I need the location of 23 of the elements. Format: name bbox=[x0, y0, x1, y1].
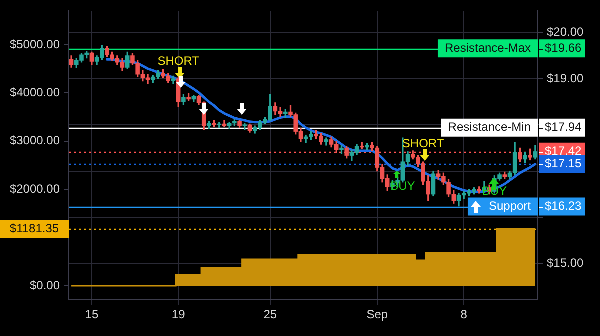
y2-tick-label: $4000.00 bbox=[10, 85, 60, 100]
x-tick-label: Sep bbox=[366, 308, 388, 322]
x-tick-label: 15 bbox=[85, 308, 99, 322]
y-tick-label: $15.00 bbox=[547, 256, 584, 270]
y2-tick-label: $0.00 bbox=[30, 278, 60, 292]
y2-tick-label: $3000.00 bbox=[10, 134, 60, 148]
x-tick-label: 25 bbox=[264, 308, 278, 322]
y2-tick-label: $5000.00 bbox=[10, 37, 60, 52]
annotation: Resistance-Min bbox=[448, 120, 532, 134]
annotation: SHORT bbox=[158, 54, 200, 68]
y2-tick-label: $2000.00 bbox=[10, 182, 60, 196]
ref-line-label: $1181.35 bbox=[10, 221, 60, 236]
x-tick-label: 19 bbox=[172, 308, 186, 322]
y-tick-label: $20.00 bbox=[547, 25, 584, 40]
x-tick-label: 8 bbox=[460, 308, 468, 322]
ref-line-label: $17.42 bbox=[545, 144, 582, 158]
ref-line-label: $17.15 bbox=[545, 156, 582, 171]
annotation: Support bbox=[488, 199, 532, 214]
annotation: Resistance-Max bbox=[444, 40, 532, 55]
ref-line-label: $16.23 bbox=[545, 199, 582, 214]
y-tick-label: $19.00 bbox=[547, 71, 584, 86]
ref-line-label: $17.94 bbox=[545, 120, 582, 134]
ref-line-label: $19.66 bbox=[545, 40, 582, 55]
